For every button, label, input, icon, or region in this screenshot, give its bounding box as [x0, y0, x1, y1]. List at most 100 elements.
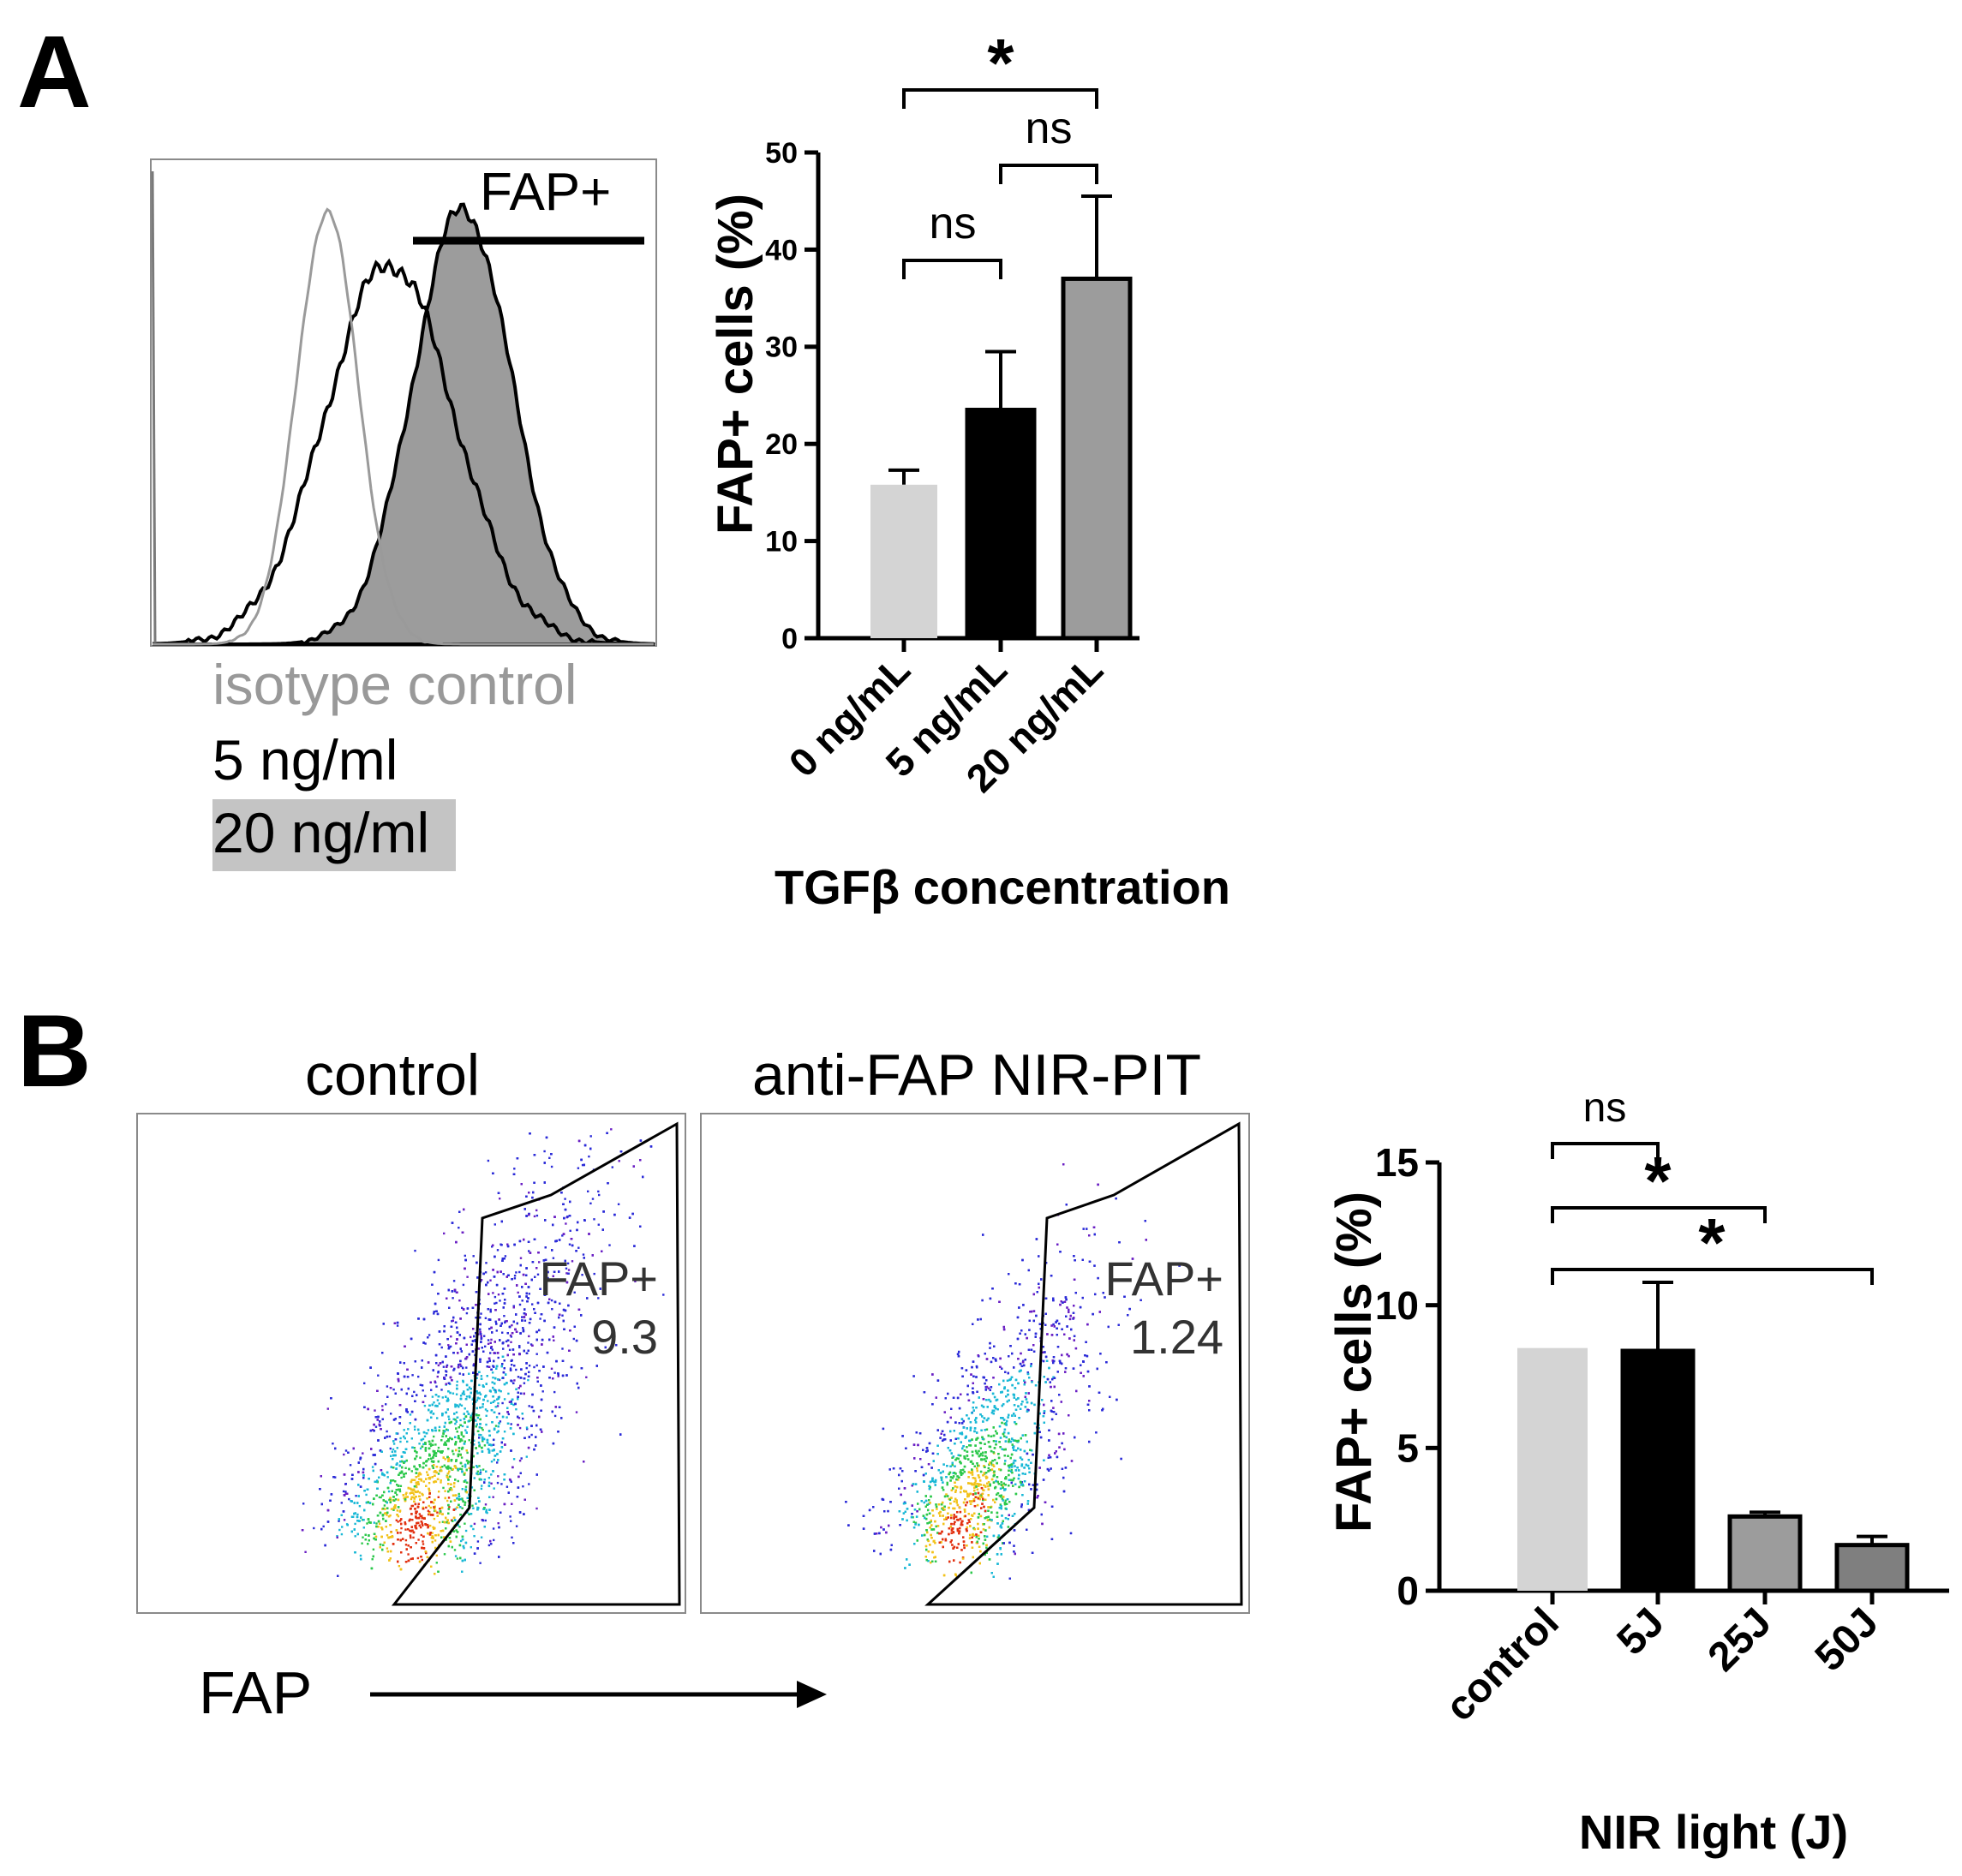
scatter-point — [544, 1219, 547, 1222]
scatter-point — [447, 1508, 450, 1510]
scatter-point — [505, 1485, 509, 1488]
scatter-point — [446, 1408, 449, 1411]
scatter-point — [597, 1223, 600, 1226]
scatter-point — [433, 1507, 436, 1510]
scatter-point — [488, 1365, 491, 1368]
scatter-point — [409, 1529, 411, 1532]
scatter-point — [376, 1515, 380, 1517]
scatter-point — [435, 1554, 438, 1557]
scatter-point — [550, 1165, 553, 1168]
scatter-point — [413, 1479, 416, 1481]
scatter-point — [482, 1429, 484, 1431]
scatter-point — [454, 1519, 457, 1521]
scatter-point — [535, 1424, 538, 1427]
scatter-point — [577, 1386, 580, 1389]
scatter-point — [430, 1565, 433, 1568]
scatter-point — [444, 1497, 446, 1500]
scatter-point — [418, 1560, 422, 1563]
scatter-point — [523, 1208, 526, 1210]
scatter-point — [416, 1455, 418, 1458]
scatter-point — [446, 1365, 448, 1368]
scatter-point — [363, 1509, 366, 1512]
scatter-point — [420, 1533, 422, 1537]
scatter-point — [465, 1356, 469, 1359]
scatter-point — [380, 1526, 383, 1529]
scatter-point — [496, 1398, 499, 1401]
scatter-point — [444, 1421, 446, 1425]
scatter-point — [517, 1475, 520, 1479]
scatter-point — [481, 1485, 483, 1487]
scatter-point — [419, 1473, 422, 1476]
scatter-point — [452, 1530, 455, 1532]
scatter-point — [552, 1335, 554, 1338]
scatter-point — [533, 1181, 535, 1184]
scatter-point — [446, 1440, 449, 1443]
scatter-point — [403, 1473, 405, 1476]
scatter-point — [466, 1410, 469, 1413]
scatter-point — [458, 1447, 461, 1449]
scatter-point — [354, 1522, 356, 1526]
scatter-point — [319, 1488, 321, 1491]
scatter-point — [639, 1159, 642, 1162]
scatter-point — [545, 1272, 547, 1275]
scatter-point — [448, 1537, 452, 1539]
scatter-point — [506, 1245, 510, 1248]
scatter-point — [464, 1472, 466, 1475]
scatter-point — [466, 1451, 469, 1455]
scatter-point — [482, 1439, 484, 1443]
scatter-point — [458, 1405, 460, 1408]
scatter-point — [464, 1485, 468, 1488]
scatter-point — [346, 1492, 349, 1495]
scatter-point — [480, 1312, 482, 1315]
scatter-point — [488, 1389, 492, 1392]
scatter-point — [452, 1369, 455, 1371]
scatter-point — [561, 1374, 565, 1377]
scatter-point — [418, 1443, 421, 1445]
scatter-point — [501, 1341, 505, 1345]
scatter-point — [488, 1430, 491, 1432]
scatter-point — [362, 1471, 365, 1474]
scatter-point — [544, 1258, 547, 1261]
scatter-point — [434, 1573, 436, 1575]
scatter-point — [581, 1163, 584, 1167]
scatter-point — [361, 1542, 363, 1544]
scatter-point — [407, 1544, 410, 1547]
scatter-point — [374, 1454, 376, 1456]
scatter-point — [443, 1325, 446, 1328]
scatter-point — [422, 1389, 424, 1392]
scatter-point — [471, 1350, 475, 1353]
scatter-point — [422, 1431, 426, 1434]
scatter-point — [558, 1239, 561, 1241]
scatter-point — [406, 1368, 409, 1371]
scatter-point — [493, 1400, 496, 1402]
scatter-point — [523, 1382, 526, 1384]
scatter-point — [530, 1406, 534, 1408]
scatter-point — [447, 1390, 450, 1393]
scatter-point — [494, 1406, 498, 1408]
scatter-point — [371, 1558, 374, 1561]
panel-b-letter: B — [17, 994, 92, 1108]
bar-a-sig-bracket — [999, 164, 1098, 184]
scatter-point — [410, 1470, 413, 1473]
scatter-point — [449, 1488, 452, 1491]
scatter-point — [541, 1343, 543, 1346]
bar-a-ytick-label: 20 — [765, 428, 798, 461]
scatter-point — [458, 1372, 461, 1375]
scatter-point — [503, 1383, 506, 1386]
scatter-point — [357, 1484, 360, 1486]
scatter-point — [372, 1469, 374, 1473]
scatter-point — [384, 1508, 386, 1510]
scatter-point — [460, 1404, 464, 1407]
scatter-point — [460, 1365, 463, 1368]
scatter-point — [454, 1443, 457, 1446]
scatter-point — [386, 1471, 389, 1474]
bar-a-ylabel: FAP+ cells (%) — [708, 194, 763, 535]
scatter-point — [488, 1451, 491, 1454]
scatter-point — [488, 1449, 491, 1452]
scatter-point — [397, 1485, 400, 1487]
scatter-point — [483, 1444, 487, 1447]
scatter-point — [465, 1431, 468, 1434]
scatter-point — [455, 1460, 458, 1462]
scatter-point — [422, 1317, 426, 1321]
scatter-point — [405, 1409, 408, 1413]
